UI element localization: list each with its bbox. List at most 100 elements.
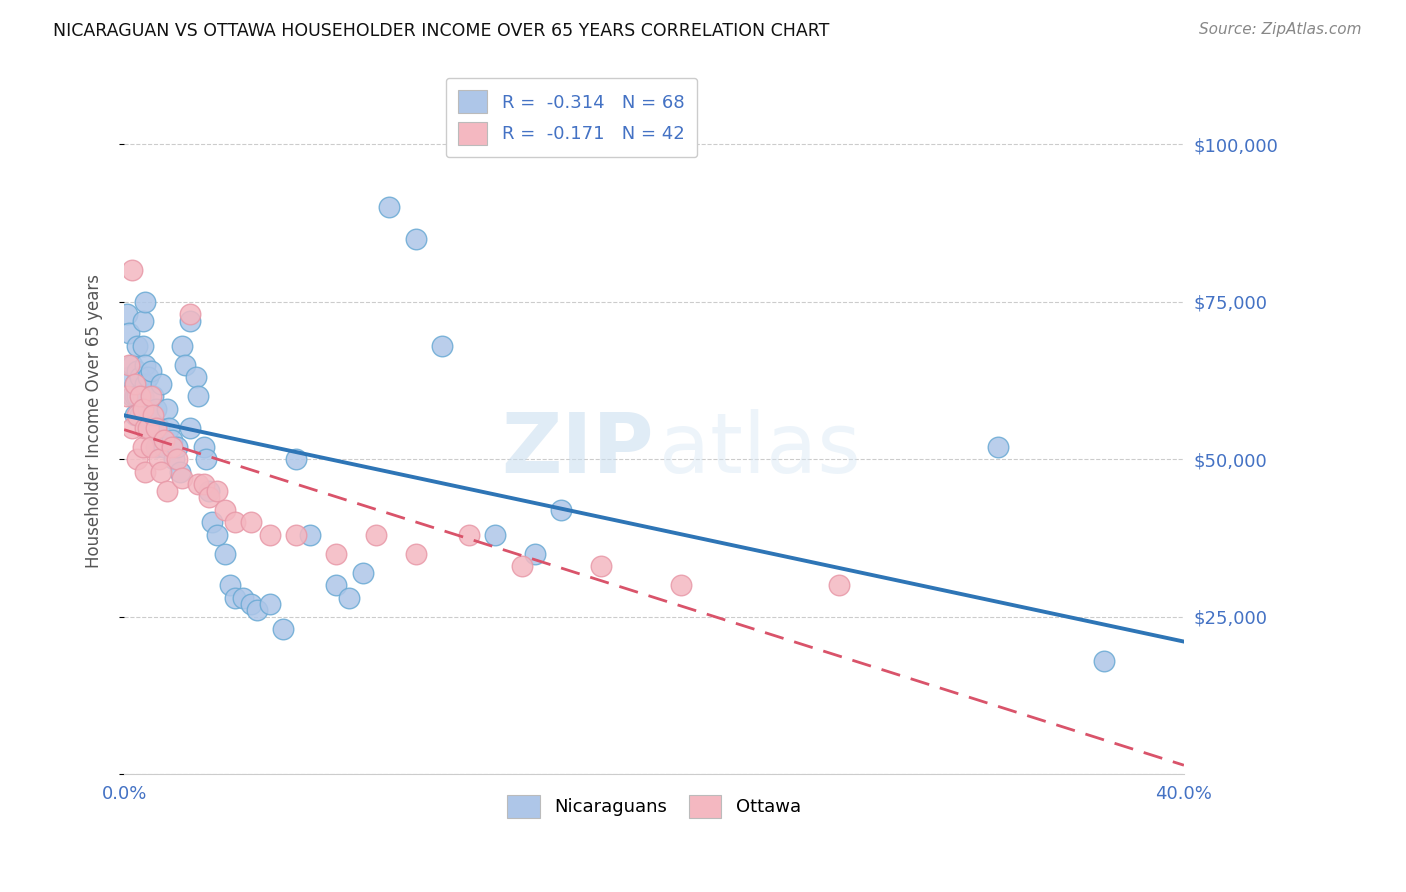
Point [127,364,149,378]
Point [828,578,851,592]
Point [131,339,153,353]
Point [136,401,159,416]
Point [134,358,156,372]
Text: NICARAGUAN VS OTTAWA HOUSEHOLDER INCOME OVER 65 YEARS CORRELATION CHART: NICARAGUAN VS OTTAWA HOUSEHOLDER INCOME … [53,22,830,40]
Point [115,307,138,321]
Point [115,389,138,403]
Point [352,566,374,580]
Point [153,440,176,454]
Point [325,578,347,592]
Point [298,527,321,541]
Point [198,490,221,504]
Point [285,452,308,467]
Point [184,370,207,384]
Point [160,440,183,454]
Point [131,389,153,403]
Point [337,591,360,605]
Point [129,370,152,384]
Point [198,483,221,498]
Point [205,483,228,498]
Point [121,389,143,403]
Point [127,408,149,422]
Point [155,401,177,416]
Point [155,483,177,498]
Point [224,515,246,529]
Point [405,547,427,561]
Point [127,452,149,467]
Point [131,440,153,454]
Point [163,452,186,467]
Text: ZIP: ZIP [502,409,654,490]
Point [550,502,572,516]
Point [200,515,222,529]
Point [127,389,149,403]
Point [187,477,209,491]
Point [484,527,506,541]
Point [136,370,159,384]
Point [430,339,453,353]
Point [195,452,218,467]
Point [139,440,162,454]
Point [987,440,1010,454]
Point [124,408,146,422]
Point [166,452,188,467]
Point [589,559,612,574]
Point [232,591,254,605]
Point [142,420,165,434]
Point [193,440,215,454]
Point [405,232,427,246]
Point [179,307,201,321]
Point [148,452,170,467]
Point [134,465,156,479]
Point [124,376,146,391]
Point [131,401,153,416]
Y-axis label: Householder Income Over 65 years: Householder Income Over 65 years [86,275,103,568]
Point [166,440,188,454]
Legend: Nicaraguans, Ottawa: Nicaraguans, Ottawa [501,788,808,825]
Point [271,622,294,636]
Point [145,401,167,416]
Point [179,420,201,434]
Point [523,547,546,561]
Point [139,389,162,403]
Point [240,515,263,529]
Point [160,434,183,448]
Point [378,200,401,214]
Point [136,420,159,434]
Point [142,389,165,403]
Point [145,440,167,454]
Point [134,420,156,434]
Point [127,339,149,353]
Point [142,408,165,422]
Point [179,313,201,327]
Point [457,527,479,541]
Point [124,389,146,403]
Point [364,527,387,541]
Point [172,339,194,353]
Point [139,420,162,434]
Point [134,376,156,391]
Point [121,263,143,277]
Point [259,597,281,611]
Point [121,358,143,372]
Point [131,313,153,327]
Point [129,389,152,403]
Point [510,559,533,574]
Point [150,465,173,479]
Point [118,326,141,340]
Point [669,578,692,592]
Point [169,465,191,479]
Point [174,358,197,372]
Point [219,578,242,592]
Point [193,477,215,491]
Point [1094,654,1116,668]
Point [325,547,347,561]
Point [121,420,143,434]
Point [134,294,156,309]
Point [285,527,308,541]
Point [246,603,269,617]
Point [172,471,194,485]
Point [214,502,236,516]
Point [240,597,263,611]
Point [124,376,146,391]
